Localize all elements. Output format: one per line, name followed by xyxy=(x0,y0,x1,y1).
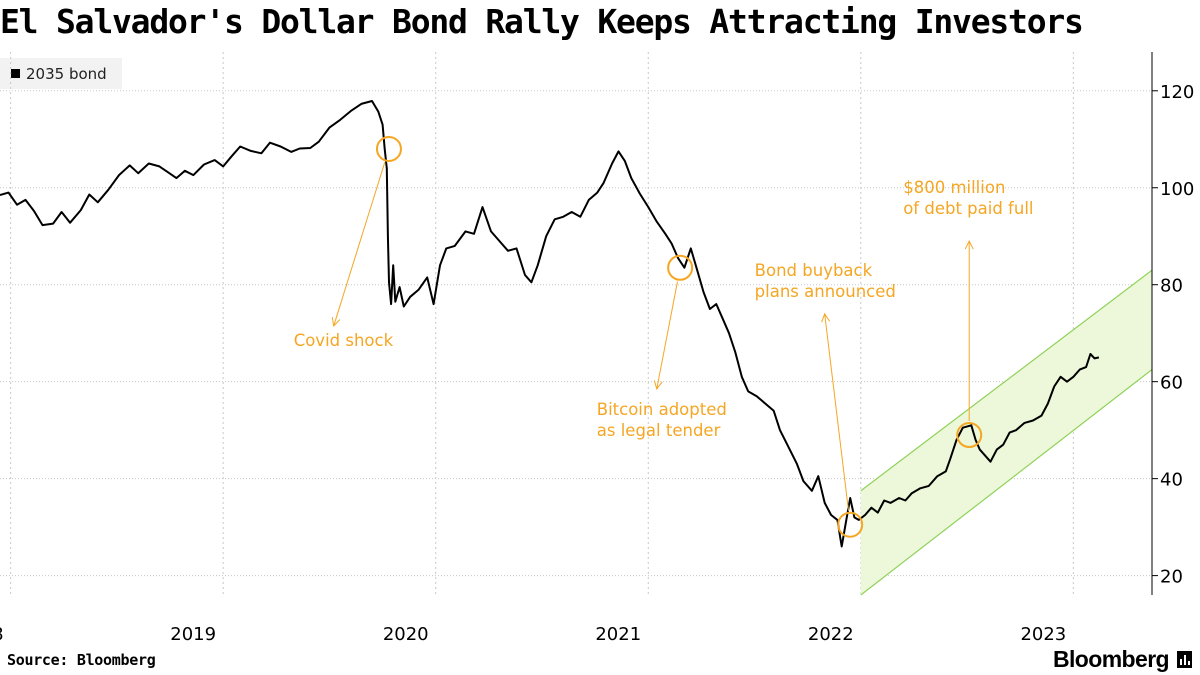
series-line-2035-bond xyxy=(0,100,1100,548)
brand-logo: Bloomberg xyxy=(1053,646,1192,673)
annotation-arrow xyxy=(824,313,849,511)
annotation-label: as legal tender xyxy=(597,421,721,440)
annotation-label: Covid shock xyxy=(294,331,394,350)
legend-label: 2035 bond xyxy=(26,64,107,83)
annotation-circle xyxy=(667,254,694,281)
x-tick-label: 2022 xyxy=(808,624,854,645)
x-tick-label: 2020 xyxy=(383,624,429,645)
y-tick-label: 100 xyxy=(1160,179,1194,200)
chart-legend: 2035 bond xyxy=(0,58,122,89)
x-tick-label: 2021 xyxy=(595,624,641,645)
chart-title: El Salvador's Dollar Bond Rally Keeps At… xyxy=(0,2,1084,41)
legend-swatch xyxy=(11,69,20,78)
annotation-label: plans announced xyxy=(755,282,896,301)
y-tick-label: 120 xyxy=(1160,82,1194,103)
annotation-label: $800 million xyxy=(903,178,1005,197)
annotation-circle xyxy=(375,135,402,162)
bar-chart-icon xyxy=(1177,651,1192,668)
source-note: Source: Bloomberg xyxy=(7,651,156,669)
brand-name: Bloomberg xyxy=(1053,646,1170,672)
x-tick-label: 2019 xyxy=(170,624,216,645)
annotation-circle xyxy=(837,511,864,538)
x-tick-label: 2018 xyxy=(0,624,4,645)
y-tick-label: 40 xyxy=(1160,470,1183,491)
y-tick-label: 80 xyxy=(1160,276,1183,297)
annotation-label: Bond buyback xyxy=(755,261,873,280)
channel-lower-line xyxy=(860,369,1153,596)
annotation-arrowhead xyxy=(331,317,341,327)
annotation-arrowhead xyxy=(964,239,974,250)
annotation-arrowhead xyxy=(821,312,831,323)
annotation-arrow xyxy=(333,162,386,327)
trend-channel xyxy=(860,270,1152,595)
channel-upper-line xyxy=(860,269,1153,492)
x-tick-label: 2023 xyxy=(1020,624,1066,645)
annotation-circle xyxy=(956,422,983,449)
annotation-label: of debt paid full xyxy=(903,199,1033,218)
y-tick-label: 20 xyxy=(1160,567,1183,588)
y-tick-label: 60 xyxy=(1160,373,1183,394)
annotation-arrow xyxy=(656,281,678,390)
annotation-label: Bitcoin adopted xyxy=(597,400,727,419)
annotation-arrowhead xyxy=(653,380,663,391)
